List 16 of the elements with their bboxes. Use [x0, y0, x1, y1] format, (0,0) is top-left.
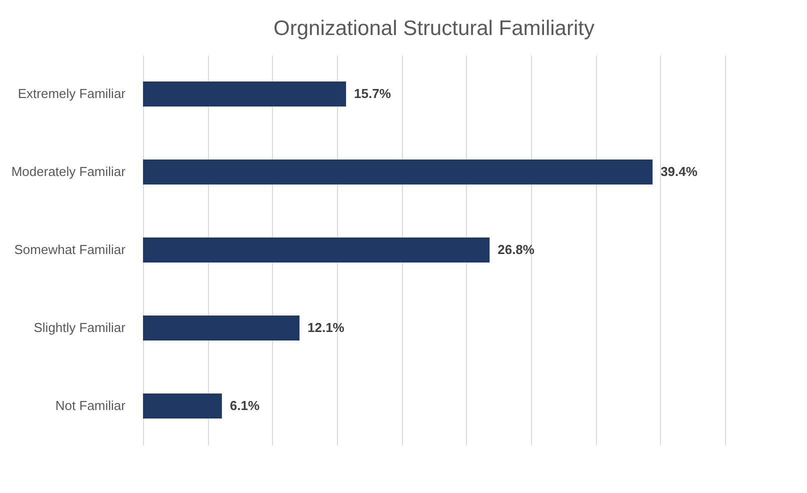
- bar: [143, 238, 490, 262]
- y-tick-label: Not Familiar: [55, 398, 126, 413]
- chart-title: Orgnizational Structural Familiarity: [274, 17, 595, 40]
- bar: [143, 82, 346, 106]
- y-tick-label: Somewhat Familiar: [14, 242, 126, 257]
- bar: [143, 316, 300, 340]
- bar: [143, 394, 222, 418]
- y-tick-label: Extremely Familiar: [18, 86, 126, 101]
- data-label: 15.7%: [354, 86, 392, 101]
- bar: [143, 160, 653, 184]
- data-label: 6.1%: [230, 398, 260, 413]
- data-label: 39.4%: [660, 164, 698, 179]
- y-tick-label: Moderately Familiar: [11, 164, 126, 179]
- data-label: 12.1%: [307, 320, 345, 335]
- y-tick-label: Slightly Familiar: [34, 320, 126, 335]
- data-label: 26.8%: [498, 242, 535, 257]
